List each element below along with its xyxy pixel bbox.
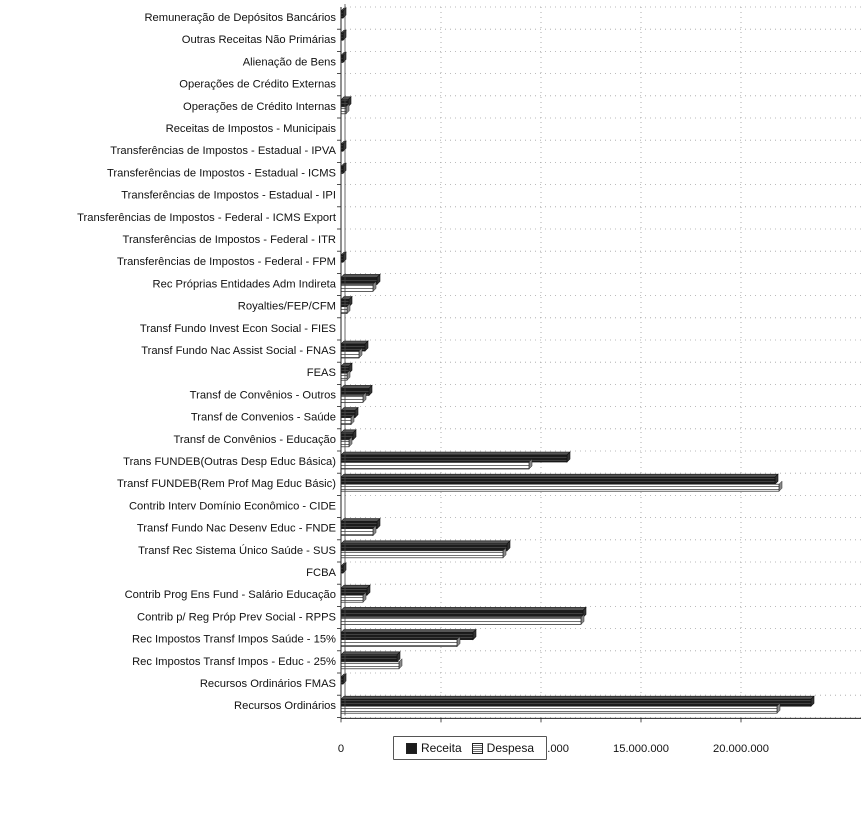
category-label: Contrib p/ Reg Próp Prev Social - RPPS	[137, 611, 336, 623]
despesa-bar	[340, 284, 374, 292]
despesa-bar	[340, 528, 374, 536]
category-label: Transf de Convênios - Outros	[190, 389, 337, 401]
category-label: Rec Impostos Transf Impos Saúde - 15%	[132, 634, 336, 646]
category-label: Outras Receitas Não Primárias	[182, 34, 337, 46]
receita-bar-top	[340, 274, 381, 278]
despesa-bar	[340, 306, 348, 314]
despesa-bar	[340, 550, 504, 559]
receita-bar-top	[340, 607, 587, 611]
receita-bar-top	[340, 385, 373, 389]
receita-bar	[340, 476, 776, 485]
category-label: Alienação de Bens	[243, 56, 337, 68]
receita-bar-top	[340, 651, 401, 656]
receita-bar	[340, 454, 568, 463]
despesa-bar	[340, 461, 530, 470]
despesa-bar	[340, 661, 400, 670]
category-label: Operações de Crédito Internas	[183, 101, 336, 113]
receita-bar-top	[340, 473, 779, 478]
receita-bar-top	[340, 629, 477, 633]
category-label: Transferências de Impostos - Federal - I…	[77, 212, 337, 224]
category-label: Rec Impostos Transf Impos - Educ - 25%	[132, 656, 336, 668]
legend: Receita Despesa	[393, 736, 547, 760]
category-label: Transferências de Impostos - Estadual - …	[121, 190, 336, 202]
receita-bar	[340, 277, 378, 285]
x-tick-label: 20.000.000	[713, 743, 769, 755]
x-tick-label: 15.000.000	[613, 743, 669, 755]
despesa-bar	[340, 594, 364, 603]
category-label: Contrib Interv Domínio Econômico - CIDE	[129, 500, 336, 512]
despesa-bar	[340, 372, 348, 381]
legend-swatch-despesa	[471, 742, 483, 754]
receita-bar	[340, 543, 508, 552]
category-label: Receitas de Impostos - Municipais	[166, 123, 337, 135]
category-label: Transferências de Impostos - Estadual - …	[107, 167, 336, 179]
category-label: Transf de Convenios - Saúde	[191, 412, 336, 424]
despesa-bar-side	[778, 480, 783, 492]
category-label: Trans FUNDEB(Outras Desp Educ Básica)	[123, 456, 336, 468]
bars	[340, 7, 815, 714]
despesa-bar	[340, 350, 360, 359]
receita-bar	[340, 632, 474, 640]
category-label: Transferências de Impostos - Federal - I…	[123, 234, 336, 246]
category-label: Transferências de Impostos - Estadual - …	[110, 145, 336, 157]
grid-lines	[345, 6, 861, 719]
category-label: Recursos Ordinários	[234, 700, 336, 712]
category-label: Transf Fundo Invest Econ Social - FIES	[140, 323, 336, 335]
receita-bar-top	[340, 540, 511, 545]
legend-swatch-receita	[405, 742, 417, 754]
receita-bar	[340, 521, 378, 529]
category-label: FEAS	[307, 367, 336, 379]
axes	[337, 4, 861, 723]
despesa-bar-side	[398, 658, 403, 670]
category-label: FCBA	[306, 567, 336, 579]
legend-item-receita: Receita	[405, 741, 462, 755]
category-label: Transf Rec Sistema Único Saúde - SUS	[138, 544, 336, 557]
category-label: Transf FUNDEB(Rem Prof Mag Educ Básic)	[117, 478, 336, 490]
receita-bar	[340, 654, 398, 663]
category-label: Transf Fundo Nac Assist Social - FNAS	[141, 345, 336, 357]
receita-bar	[340, 610, 584, 618]
category-labels: Remuneração de Depósitos Bancários Outras…	[77, 12, 337, 712]
category-label: Transferências de Impostos - Federal - F…	[117, 256, 336, 268]
category-label: Operações de Crédito Externas	[179, 79, 336, 91]
despesa-bar	[340, 483, 780, 492]
category-label: Recursos Ordinários FMAS	[200, 678, 336, 690]
x-tick-label: 0	[338, 743, 344, 755]
category-label: Remuneração de Depósitos Bancários	[144, 12, 336, 24]
receita-bar-top	[340, 451, 571, 456]
category-label: Transf Fundo Nac Desenv Educ - FNDE	[137, 523, 336, 535]
category-label: Royalties/FEP/CFM	[238, 301, 336, 313]
receita-bar	[340, 698, 812, 707]
despesa-bar	[340, 705, 778, 714]
legend-label-despesa: Despesa	[486, 741, 535, 755]
legend-label-receita: Receita	[420, 741, 462, 755]
despesa-bar	[340, 395, 364, 403]
receita-bar-top	[340, 695, 815, 700]
despesa-bar	[340, 639, 458, 647]
despesa-bar	[340, 617, 582, 625]
category-label: Transf de Convênios - Educação	[173, 434, 336, 446]
despesa-bar	[340, 417, 352, 425]
legend-item-despesa: Despesa	[471, 741, 535, 755]
category-label: Rec Próprias Entidades Adm Indireta	[153, 278, 337, 290]
category-label: Contrib Prog Ens Fund - Salário Educação	[125, 589, 336, 601]
receita-bar-top	[340, 518, 381, 522]
